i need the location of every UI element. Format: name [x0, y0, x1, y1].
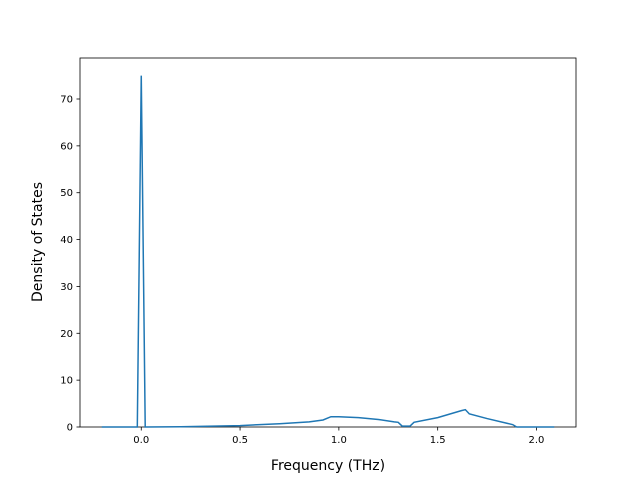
y-tick-label: 60: [60, 141, 73, 152]
y-tick-label: 20: [60, 329, 73, 340]
y-tick-label: 0: [67, 423, 73, 434]
x-tick-label: 2.0: [529, 435, 545, 446]
y-tick-label: 70: [60, 95, 73, 106]
y-tick-label: 40: [60, 235, 73, 246]
y-tick-label: 30: [60, 282, 73, 293]
x-tick-label: 0.0: [133, 435, 149, 446]
plot-frame: [79, 57, 577, 428]
x-tick-label: 0.5: [232, 435, 248, 446]
y-axis-label: Density of States: [30, 182, 46, 302]
line: [101, 75, 555, 428]
x-tick-label: 1.0: [331, 435, 347, 446]
x-tick-label: 1.5: [430, 435, 446, 446]
x-axis-label: Frequency (THz): [271, 458, 385, 474]
y-tick-label: 10: [60, 376, 73, 387]
y-tick-label: 50: [60, 188, 73, 199]
